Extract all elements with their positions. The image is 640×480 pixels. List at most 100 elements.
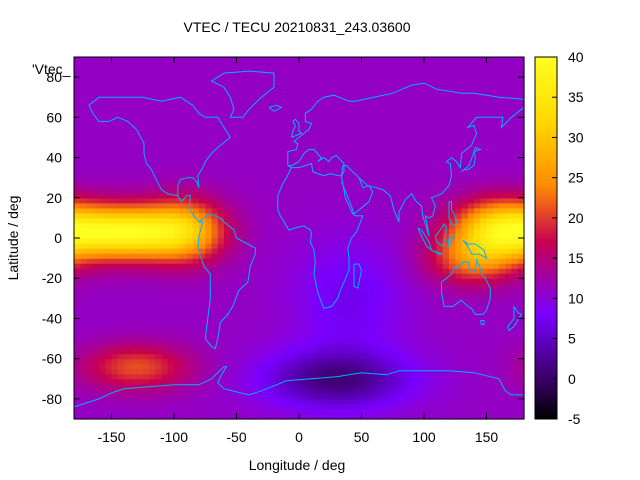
heatmap-cell	[174, 112, 181, 118]
heatmap-cell	[224, 87, 231, 93]
heatmap-cell	[499, 368, 506, 375]
heatmap-cell	[317, 112, 325, 118]
heatmap-cell	[167, 67, 175, 73]
heatmap-cell	[111, 127, 119, 134]
heatmap-cell	[399, 207, 406, 214]
heatmap-cell	[430, 413, 438, 420]
heatmap-cell	[186, 263, 194, 269]
heatmap-cell	[255, 283, 263, 289]
heatmap-cell	[374, 107, 381, 113]
heatmap-cell	[74, 318, 81, 325]
heatmap-cell	[417, 368, 425, 375]
heatmap-cell	[392, 408, 400, 415]
heatmap-cell	[261, 87, 269, 93]
heatmap-cell	[186, 378, 194, 385]
heatmap-cell	[442, 202, 450, 209]
heatmap-cell	[299, 202, 306, 209]
heatmap-cell	[455, 288, 463, 294]
heatmap-cell	[430, 97, 438, 103]
heatmap-cell	[292, 383, 300, 390]
heatmap-cell	[474, 303, 481, 309]
heatmap-cell	[192, 333, 200, 340]
heatmap-cell	[299, 157, 306, 164]
heatmap-cell	[492, 187, 500, 194]
heatmap-cell	[180, 288, 188, 294]
heatmap-cell	[261, 343, 269, 350]
heatmap-cell	[305, 298, 313, 304]
heatmap-cell	[111, 67, 119, 73]
heatmap-cell	[111, 313, 119, 320]
heatmap-cell	[261, 348, 269, 355]
heatmap-cell	[461, 182, 469, 189]
heatmap-cell	[242, 358, 250, 365]
heatmap-cell	[355, 348, 363, 355]
heatmap-cell	[274, 333, 281, 340]
heatmap-cell	[224, 253, 231, 259]
heatmap-cell	[374, 77, 381, 83]
heatmap-cell	[130, 232, 138, 239]
heatmap-cell	[467, 323, 475, 330]
heatmap-cell	[374, 343, 381, 350]
heatmap-cell	[130, 313, 138, 320]
heatmap-cell	[161, 373, 169, 380]
heatmap-cell	[511, 388, 519, 395]
heatmap-cell	[299, 258, 306, 264]
heatmap-cell	[517, 127, 525, 134]
heatmap-cell	[280, 248, 288, 254]
heatmap-cell	[142, 363, 150, 370]
heatmap-cell	[361, 217, 369, 224]
heatmap-cell	[330, 293, 338, 299]
heatmap-cell	[205, 112, 213, 118]
heatmap-cell	[255, 363, 263, 370]
heatmap-cell	[274, 253, 281, 259]
heatmap-cell	[299, 378, 306, 385]
heatmap-cell	[74, 348, 81, 355]
heatmap-cell	[199, 378, 206, 385]
heatmap-cell	[155, 97, 163, 103]
heatmap-cell	[192, 288, 200, 294]
heatmap-cell	[336, 388, 344, 395]
heatmap-cell	[242, 162, 250, 169]
heatmap-cell	[180, 187, 188, 194]
heatmap-cell	[80, 107, 88, 113]
heatmap-cell	[480, 253, 488, 259]
heatmap-cell	[186, 288, 194, 294]
heatmap-cell	[511, 328, 519, 335]
heatmap-cell	[236, 217, 244, 224]
heatmap-cell	[405, 157, 413, 164]
heatmap-cell	[205, 253, 213, 259]
heatmap-cell	[392, 132, 400, 139]
heatmap-cell	[155, 268, 163, 274]
heatmap-cell	[236, 413, 244, 420]
heatmap-cell	[492, 132, 500, 139]
heatmap-cell	[224, 308, 231, 315]
heatmap-cell	[492, 343, 500, 350]
heatmap-cell	[311, 137, 319, 144]
heatmap-cell	[417, 248, 425, 254]
heatmap-cell	[92, 308, 100, 315]
heatmap-cell	[405, 117, 413, 123]
heatmap-cell	[149, 308, 156, 315]
heatmap-cell	[286, 112, 294, 118]
heatmap-cell	[324, 278, 331, 284]
heatmap-cell	[430, 222, 438, 229]
heatmap-cell	[330, 82, 338, 88]
heatmap-cell	[230, 212, 238, 219]
heatmap-cell	[380, 318, 388, 325]
heatmap-cell	[311, 97, 319, 103]
heatmap-cell	[217, 132, 225, 139]
heatmap-cell	[286, 102, 294, 108]
heatmap-cell	[386, 248, 394, 254]
heatmap-cell	[461, 413, 469, 420]
heatmap-cell	[124, 177, 131, 184]
heatmap-cell	[86, 232, 94, 239]
heatmap-cell	[430, 398, 438, 405]
heatmap-cell	[136, 97, 144, 103]
heatmap-cell	[199, 152, 206, 159]
heatmap-cell	[455, 152, 463, 159]
heatmap-cell	[124, 298, 131, 304]
heatmap-cell	[92, 197, 100, 204]
heatmap-cell	[149, 403, 156, 410]
heatmap-cell	[324, 222, 331, 229]
heatmap-cell	[499, 253, 506, 259]
